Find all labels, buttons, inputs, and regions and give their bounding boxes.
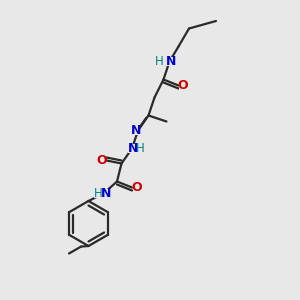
Text: H: H	[155, 55, 164, 68]
FancyBboxPatch shape	[128, 144, 145, 153]
Text: H: H	[136, 142, 145, 155]
Text: N: N	[101, 187, 112, 200]
FancyBboxPatch shape	[133, 183, 141, 192]
Text: O: O	[96, 154, 107, 167]
FancyBboxPatch shape	[179, 81, 187, 90]
Text: H: H	[94, 187, 103, 200]
FancyBboxPatch shape	[158, 57, 175, 66]
FancyBboxPatch shape	[131, 126, 140, 135]
FancyBboxPatch shape	[98, 156, 106, 165]
FancyBboxPatch shape	[94, 189, 110, 198]
Text: N: N	[166, 55, 176, 68]
Text: O: O	[178, 79, 188, 92]
Text: N: N	[130, 124, 141, 137]
Text: N: N	[128, 142, 138, 155]
Text: O: O	[131, 181, 142, 194]
